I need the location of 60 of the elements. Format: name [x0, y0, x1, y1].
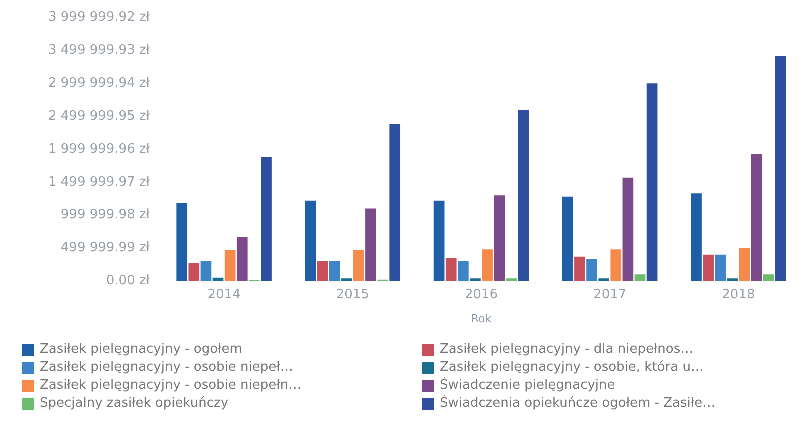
bar — [763, 274, 774, 282]
x-tick-label: 2018 — [722, 287, 756, 302]
bar — [646, 84, 658, 282]
y-tick-label: 1 999 999.96 zł — [48, 142, 150, 157]
bar — [775, 56, 786, 282]
y-tick-label: 3 499 999.93 zł — [48, 43, 150, 58]
bar — [518, 110, 530, 282]
bar — [562, 196, 574, 282]
bar — [691, 194, 702, 282]
bar — [305, 200, 316, 282]
bar — [703, 254, 714, 282]
y-tick-label: 999 999.98 zł — [60, 208, 150, 223]
bar — [634, 274, 646, 282]
bar — [188, 263, 200, 282]
y-tick-label: 2 999 999.94 zł — [48, 76, 150, 92]
bar — [470, 278, 481, 282]
bar — [622, 178, 634, 282]
x-tick-label: 2015 — [336, 287, 370, 302]
bar — [610, 250, 622, 282]
bar — [446, 258, 457, 282]
legend-label: Zasiłek pielęgnacyjny - osobie niepeł… — [40, 360, 294, 375]
legend-label: Zasiłek pielęgnacyjny - dla niepełnos… — [440, 342, 694, 357]
y-tick-label: 1 499 999.97 zł — [48, 174, 150, 190]
bar — [317, 261, 328, 282]
legend-label: Zasiłek pielęgnacyjny - osobie, która u… — [440, 360, 704, 375]
bar — [390, 124, 401, 282]
bar — [751, 154, 762, 282]
bar — [598, 278, 610, 282]
bar — [236, 237, 248, 282]
legend-label: Świadczenie pielęgnacyjne — [440, 378, 616, 393]
bar — [739, 248, 750, 282]
x-axis-title: Rok — [471, 312, 492, 326]
legend-label: Specjalny zasiłek opiekuńczy — [40, 396, 229, 411]
bar — [354, 250, 364, 282]
bar — [366, 208, 376, 282]
bar — [727, 278, 738, 282]
bar — [176, 203, 188, 282]
legend-label: Świadczenia opiekuńcze ogołem - Zasiłe… — [440, 396, 716, 411]
x-tick-label: 2016 — [464, 287, 498, 302]
bar — [434, 200, 445, 282]
bar — [224, 250, 236, 282]
bar — [458, 261, 469, 282]
bar — [494, 196, 506, 282]
bar — [329, 261, 340, 282]
bar — [200, 261, 212, 282]
x-tick-label: 2014 — [208, 287, 241, 302]
y-tick-label: 499 999.99 zł — [60, 240, 150, 256]
legend-label: Zasiłek pielęgnacyjny - ogołem — [40, 342, 242, 357]
y-tick-label: 2 499 999.95 zł — [48, 108, 150, 124]
legend-label: Zasiłek pielęgnacyjny - osobie niepełn… — [40, 378, 302, 393]
bar — [586, 259, 598, 282]
bar — [261, 157, 272, 282]
bar — [574, 256, 586, 282]
y-tick-label: 0.00 zł — [106, 274, 150, 289]
bar — [482, 250, 493, 282]
y-tick-label: 3 999 999.92 zł — [48, 10, 150, 26]
bar — [715, 254, 726, 282]
bar — [506, 278, 518, 282]
bar — [341, 278, 352, 282]
x-tick-label: 2017 — [594, 287, 627, 302]
